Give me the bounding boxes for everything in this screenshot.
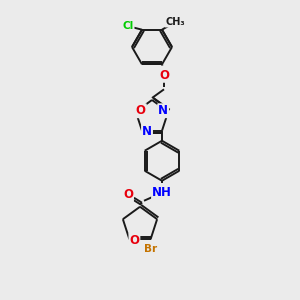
Text: O: O [159, 69, 169, 82]
Text: O: O [136, 104, 146, 117]
Text: O: O [129, 234, 140, 247]
Text: Br: Br [144, 244, 157, 254]
Text: N: N [142, 125, 152, 138]
Text: NH: NH [152, 186, 172, 199]
Text: N: N [158, 104, 168, 117]
Text: O: O [123, 188, 133, 201]
Text: CH₃: CH₃ [165, 17, 185, 27]
Text: Cl: Cl [122, 21, 134, 31]
